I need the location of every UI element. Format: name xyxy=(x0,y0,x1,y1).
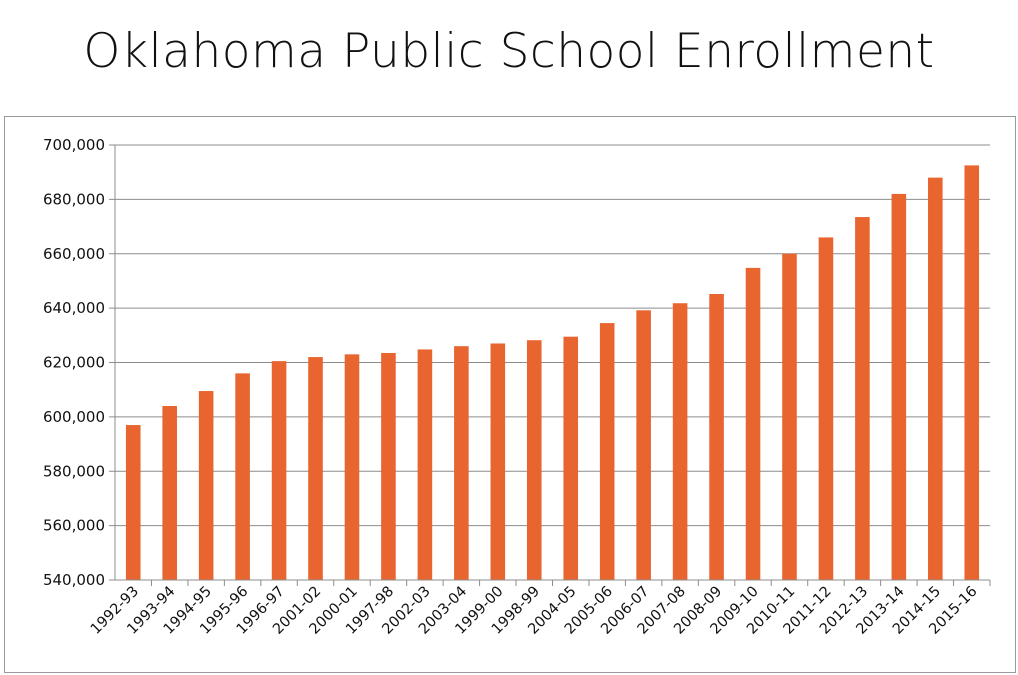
bar-2005-06 xyxy=(599,323,615,580)
bar-2012-13 xyxy=(855,217,870,580)
y-tick-label: 560,000 xyxy=(43,517,105,535)
y-tick-label: 660,000 xyxy=(43,245,105,263)
bar-1994-95 xyxy=(198,391,214,580)
bar-2002-03 xyxy=(417,349,433,580)
bar-2001-02 xyxy=(308,357,323,580)
bar-1998-99 xyxy=(526,340,542,580)
gridlines xyxy=(115,144,990,527)
chart-title: Oklahoma Public School Enrollment xyxy=(83,24,935,79)
bar-2003-04 xyxy=(454,346,469,580)
bar-chart: 540,000 560,000 580,000 600,000 620,000 640,0… xyxy=(43,136,991,638)
bar-2008-09 xyxy=(709,293,724,580)
bar-2010-11 xyxy=(782,253,797,580)
bar-2013-14 xyxy=(891,193,907,580)
bar-2004-05 xyxy=(563,336,579,580)
bar-2011-12 xyxy=(818,237,834,580)
bar-1995-96 xyxy=(235,373,250,580)
chart-frame: 540,000 560,000 580,000 600,000 620,000 640,0… xyxy=(4,116,1016,673)
bar-2009-10 xyxy=(745,267,761,580)
bars xyxy=(125,165,980,580)
y-tick-label: 700,000 xyxy=(43,136,105,154)
bar-1996-97 xyxy=(271,361,287,580)
y-tick-label: 600,000 xyxy=(43,408,105,426)
bar-1993-94 xyxy=(162,406,177,580)
y-tick-label: 640,000 xyxy=(43,299,105,317)
y-axis-ticks: 540,000 560,000 580,000 600,000 620,000 640,0… xyxy=(43,136,115,589)
bar-1997-98 xyxy=(381,352,396,580)
y-tick-label: 680,000 xyxy=(43,190,105,208)
bar-2000-01 xyxy=(344,354,360,580)
bar-1992-93 xyxy=(125,425,141,580)
bar-2014-15 xyxy=(928,177,943,580)
y-tick-label: 540,000 xyxy=(43,571,105,589)
bar-2006-07 xyxy=(636,310,651,580)
bar-2007-08 xyxy=(672,303,688,580)
bar-2015-16 xyxy=(964,165,980,580)
y-tick-label: 620,000 xyxy=(43,354,105,372)
x-axis-ticks: 1992-931993-941994-951995-961996-972001-… xyxy=(88,580,991,638)
y-tick-label: 580,000 xyxy=(43,462,105,480)
bar-1999-00 xyxy=(490,343,506,580)
